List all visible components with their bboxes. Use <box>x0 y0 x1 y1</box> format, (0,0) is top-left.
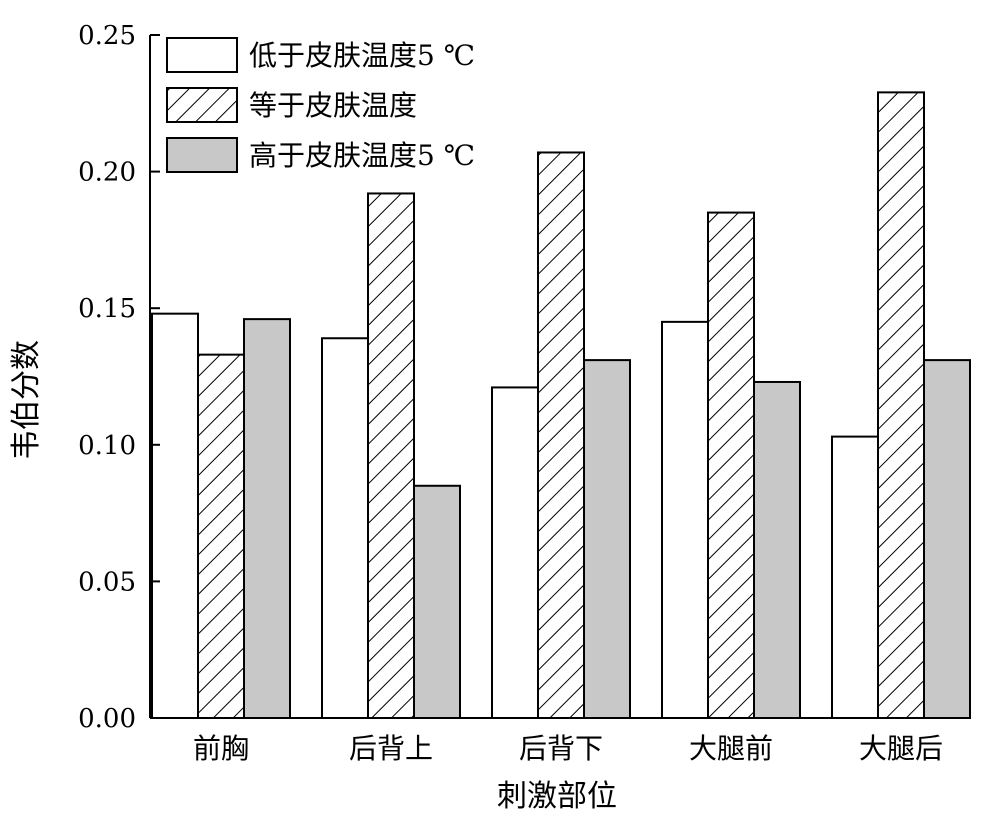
x-category-label-1: 前胸 <box>193 732 249 765</box>
legend-label-3: 高于皮肤温度5 ℃ <box>249 139 475 172</box>
legend-label-1: 低于皮肤温度5 ℃ <box>249 39 475 72</box>
bar-series2-2 <box>367 192 415 719</box>
bar-series3-2 <box>413 484 461 719</box>
y-axis-title: 韦伯分数 <box>9 340 44 460</box>
bar-series1-2 <box>321 337 369 719</box>
bar-series2-1 <box>197 353 245 719</box>
axes-layer <box>149 34 970 719</box>
y-tick-label-4: 0.20 <box>78 158 136 188</box>
y-tick-label-3: 0.15 <box>78 294 136 324</box>
x-category-label-3: 后背下 <box>519 732 603 765</box>
bar-series3-5 <box>923 359 971 719</box>
legend-swatch-3 <box>166 137 238 173</box>
labels-layer: 0.00 0.05 0.10 0.15 0.20 0.25 前胸 后背上 后背下 大腿前 大腿后 <box>78 21 943 765</box>
bar-series1-4 <box>661 320 709 719</box>
legend-swatch-2 <box>166 87 238 123</box>
x-category-label-2: 后背上 <box>349 732 433 765</box>
bars-layer <box>151 91 971 720</box>
x-axis-title: 刺激部位 <box>497 779 617 814</box>
legend-label-2: 等于皮肤温度 <box>249 89 417 122</box>
bar-series1-3 <box>491 386 539 719</box>
y-tick-label-1: 0.05 <box>78 567 136 597</box>
x-category-label-4: 大腿前 <box>689 732 773 765</box>
bar-series2-3 <box>537 151 585 719</box>
bar-series3-1 <box>243 318 291 719</box>
bar-series2-4 <box>707 211 755 720</box>
bar-series1-5 <box>831 435 879 719</box>
bar-series3-3 <box>583 359 631 719</box>
y-tick-label-2: 0.10 <box>78 431 136 461</box>
bar-series2-5 <box>877 91 925 719</box>
y-tick-label-0: 0.00 <box>78 704 136 734</box>
y-tick-label-5: 0.25 <box>78 21 136 51</box>
legend-swatch-1 <box>166 37 238 73</box>
bar-series1-1 <box>151 312 199 719</box>
bar-series3-4 <box>753 380 801 719</box>
x-category-label-5: 大腿后 <box>859 732 943 765</box>
